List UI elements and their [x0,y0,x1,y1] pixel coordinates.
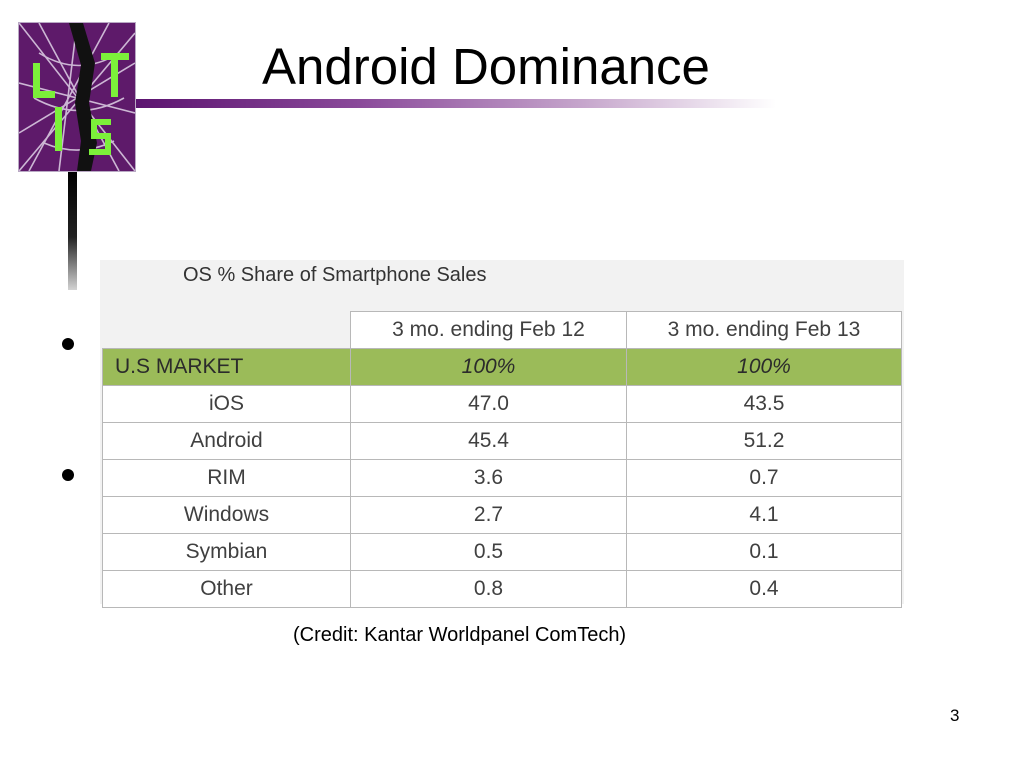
header-blank-cell [102,311,351,349]
decorative-vertical-bar [68,172,77,290]
share-value: 0.4 [626,570,902,608]
bullet-point [62,338,74,350]
column-header: 3 mo. ending Feb 12 [350,311,627,349]
table-title: OS % Share of Smartphone Sales [183,264,487,286]
market-label: U.S MARKET [102,348,351,386]
column-header: 3 mo. ending Feb 13 [626,311,902,349]
os-label: Android [102,422,351,460]
market-row: U.S MARKET 100% 100% [102,348,902,386]
bullet-point [62,469,74,481]
os-label: iOS [102,385,351,423]
share-value: 43.5 [626,385,902,423]
table-row: Android 45.4 51.2 [102,422,902,460]
cist-logo [18,22,136,172]
table-header-row: 3 mo. ending Feb 12 3 mo. ending Feb 13 [102,311,902,349]
image-credit: (Credit: Kantar Worldpanel ComTech) [293,624,627,646]
os-label: Symbian [102,533,351,571]
table-row: iOS 47.0 43.5 [102,385,902,423]
share-value: 0.7 [626,459,902,497]
slide-title: Android Dominance [262,38,710,95]
page-number: 3 [950,706,960,725]
share-value: 47.0 [350,385,627,423]
share-value: 51.2 [626,422,902,460]
os-share-table: 3 mo. ending Feb 12 3 mo. ending Feb 13 … [102,311,902,608]
table-row: Other 0.8 0.4 [102,570,902,608]
os-share-table-image: OS % Share of Smartphone Sales 3 mo. end… [100,260,904,608]
share-value: 4.1 [626,496,902,534]
title-underline-rule [136,99,776,108]
share-value: 45.4 [350,422,627,460]
os-label: Other [102,570,351,608]
table-row: RIM 3.6 0.7 [102,459,902,497]
share-value: 0.1 [626,533,902,571]
market-value: 100% [350,348,627,386]
share-value: 2.7 [350,496,627,534]
share-value: 3.6 [350,459,627,497]
os-label: RIM [102,459,351,497]
table-row: Symbian 0.5 0.1 [102,533,902,571]
share-value: 0.5 [350,533,627,571]
share-value: 0.8 [350,570,627,608]
os-label: Windows [102,496,351,534]
market-value: 100% [626,348,902,386]
table-row: Windows 2.7 4.1 [102,496,902,534]
